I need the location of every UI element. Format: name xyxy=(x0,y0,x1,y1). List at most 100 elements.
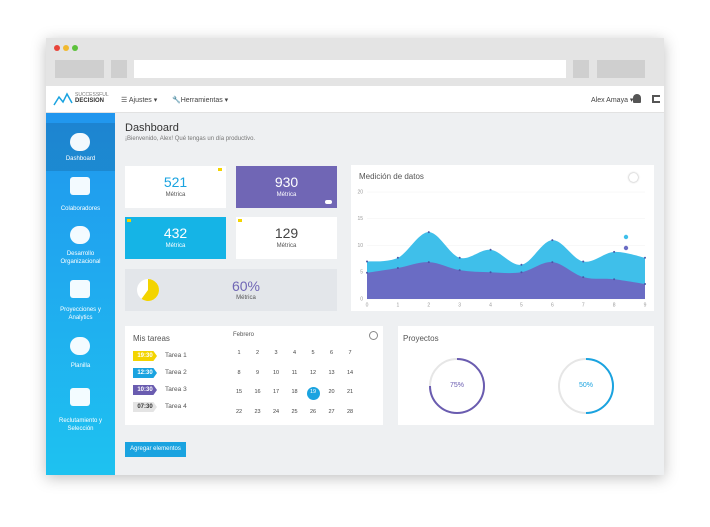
menu-herramientas[interactable]: 🔧Herramientas ▾ xyxy=(172,97,229,104)
calendar-day[interactable]: 22 xyxy=(235,408,243,415)
calendar-day[interactable]: 18 xyxy=(291,389,298,395)
nav-label[interactable]: Planilla xyxy=(70,363,91,369)
nav-label[interactable]: Proyecciones y Analytics xyxy=(60,307,101,321)
nav-icon xyxy=(70,226,90,244)
calendar-day[interactable]: 9 xyxy=(255,369,260,376)
x-tick-label: 8 xyxy=(613,302,616,308)
nav-button xyxy=(55,60,104,78)
nav-button xyxy=(111,60,127,78)
calendar-day[interactable]: 11 xyxy=(291,369,298,376)
task-time: 19:30 xyxy=(133,351,157,361)
calendar-day[interactable]: 8 xyxy=(237,369,241,376)
legend-dot xyxy=(623,245,629,251)
calendar-day[interactable]: 16 xyxy=(254,389,261,395)
nav-label[interactable]: Desarrollo Organizacional xyxy=(60,251,101,265)
metric-card xyxy=(236,217,337,259)
calendar-day[interactable]: 2 xyxy=(255,350,260,356)
point xyxy=(489,271,492,274)
point xyxy=(366,271,368,274)
y-tick-label: 5 xyxy=(360,270,363,276)
point xyxy=(458,256,461,259)
calendar-day[interactable]: 14 xyxy=(346,369,354,376)
metric-label: Métrica xyxy=(276,192,297,198)
nav-icon xyxy=(70,177,90,195)
task-name[interactable]: Tarea 3 xyxy=(165,386,187,393)
card-accent xyxy=(218,168,222,171)
point xyxy=(489,248,492,251)
calendar-day[interactable]: 23 xyxy=(254,408,261,415)
calendar-day[interactable]: 12 xyxy=(309,369,317,376)
min-dot xyxy=(63,45,69,51)
point xyxy=(366,260,368,263)
page-subtitle: ¡Bienvenido, Alex! Qué tengas un día pro… xyxy=(125,136,256,142)
pie-slice xyxy=(141,279,159,301)
calendar-day[interactable]: 24 xyxy=(272,408,280,415)
point xyxy=(551,239,554,242)
add-button[interactable]: Agregar elementos xyxy=(125,442,186,457)
menu-label: Ajustes xyxy=(128,97,152,104)
calendar-day[interactable]: 7 xyxy=(348,350,352,356)
calendar-day[interactable]: 17 xyxy=(272,389,280,395)
task-time: 07:30 xyxy=(133,402,157,412)
calendar-day[interactable]: 1 xyxy=(237,350,241,356)
menu-ajustes[interactable]: ☰ Ajustes ▾ xyxy=(121,97,158,104)
nav-button xyxy=(597,60,645,78)
ring-label: 75% xyxy=(449,382,464,389)
user-name: Alex Amaya xyxy=(591,97,628,104)
x-tick-label: 9 xyxy=(644,302,647,308)
calendar-day[interactable]: 13 xyxy=(328,369,335,376)
calendar-day[interactable]: 21 xyxy=(346,389,354,395)
menu-label: Herramientas xyxy=(180,97,223,104)
nav-label[interactable]: Reclutamiento y Selección xyxy=(58,418,103,432)
logout-icon[interactable] xyxy=(652,95,660,103)
max-dot xyxy=(72,45,78,51)
cloud-icon xyxy=(325,200,332,204)
user-menu[interactable]: Alex Amaya ▾ xyxy=(591,97,634,104)
calendar-day[interactable]: 25 xyxy=(291,408,298,415)
x-tick-label: 6 xyxy=(551,302,554,308)
nav-label[interactable]: Dashboard xyxy=(65,156,96,162)
task-name[interactable]: Tarea 2 xyxy=(165,369,187,376)
browser-frame: SUCCESSFUL DECISION ☰ Ajustes ▾ 🔧Herrami… xyxy=(46,38,664,475)
calendar-day[interactable]: 15 xyxy=(235,389,243,395)
progress-card xyxy=(125,269,337,311)
metric-label: Métrica xyxy=(165,192,186,198)
logo-icon xyxy=(53,92,73,106)
nav-label[interactable]: Colaboradores xyxy=(60,206,101,212)
card-accent xyxy=(127,219,131,222)
point xyxy=(613,278,616,281)
close-dot xyxy=(54,45,60,51)
point xyxy=(427,231,430,234)
calendar-day[interactable]: 26 xyxy=(309,408,317,415)
chart: 0 5 10 15 20 0 1 2 3 4 5 6 7 8 9 xyxy=(357,189,647,308)
task-name[interactable]: Tarea 4 xyxy=(165,403,187,410)
x-tick-label: 1 xyxy=(396,302,399,308)
x-tick-label: 2 xyxy=(427,302,430,308)
calendar-day[interactable]: 28 xyxy=(346,408,354,415)
user-icon[interactable] xyxy=(633,94,641,103)
x-tick-label: 4 xyxy=(489,302,492,308)
tasks-card xyxy=(125,326,383,425)
calendar-day[interactable]: 27 xyxy=(328,408,335,415)
calendar-day[interactable]: 5 xyxy=(311,350,315,356)
calendar-day[interactable]: 10 xyxy=(272,369,280,376)
nav-icon xyxy=(70,388,90,406)
y-tick-label: 10 xyxy=(357,243,363,249)
calendar-day[interactable]: 6 xyxy=(329,350,334,356)
task-name[interactable]: Tarea 1 xyxy=(165,352,187,359)
point xyxy=(582,276,585,279)
point xyxy=(396,266,399,269)
metric-label: Métrica xyxy=(165,243,186,249)
logo-text: DECISION xyxy=(75,98,105,104)
calendar-day[interactable]: 20 xyxy=(328,389,335,395)
progress-caption: Métrica xyxy=(236,295,256,301)
y-tick-label: 20 xyxy=(357,189,363,195)
point xyxy=(458,269,461,272)
point xyxy=(520,263,523,266)
x-tick-label: 0 xyxy=(366,302,369,308)
point xyxy=(582,260,585,263)
calendar-day[interactable]: 19 xyxy=(309,389,317,395)
calendar-day[interactable]: 3 xyxy=(274,350,278,356)
legend-dot xyxy=(623,234,629,240)
calendar-day[interactable]: 4 xyxy=(292,350,297,356)
